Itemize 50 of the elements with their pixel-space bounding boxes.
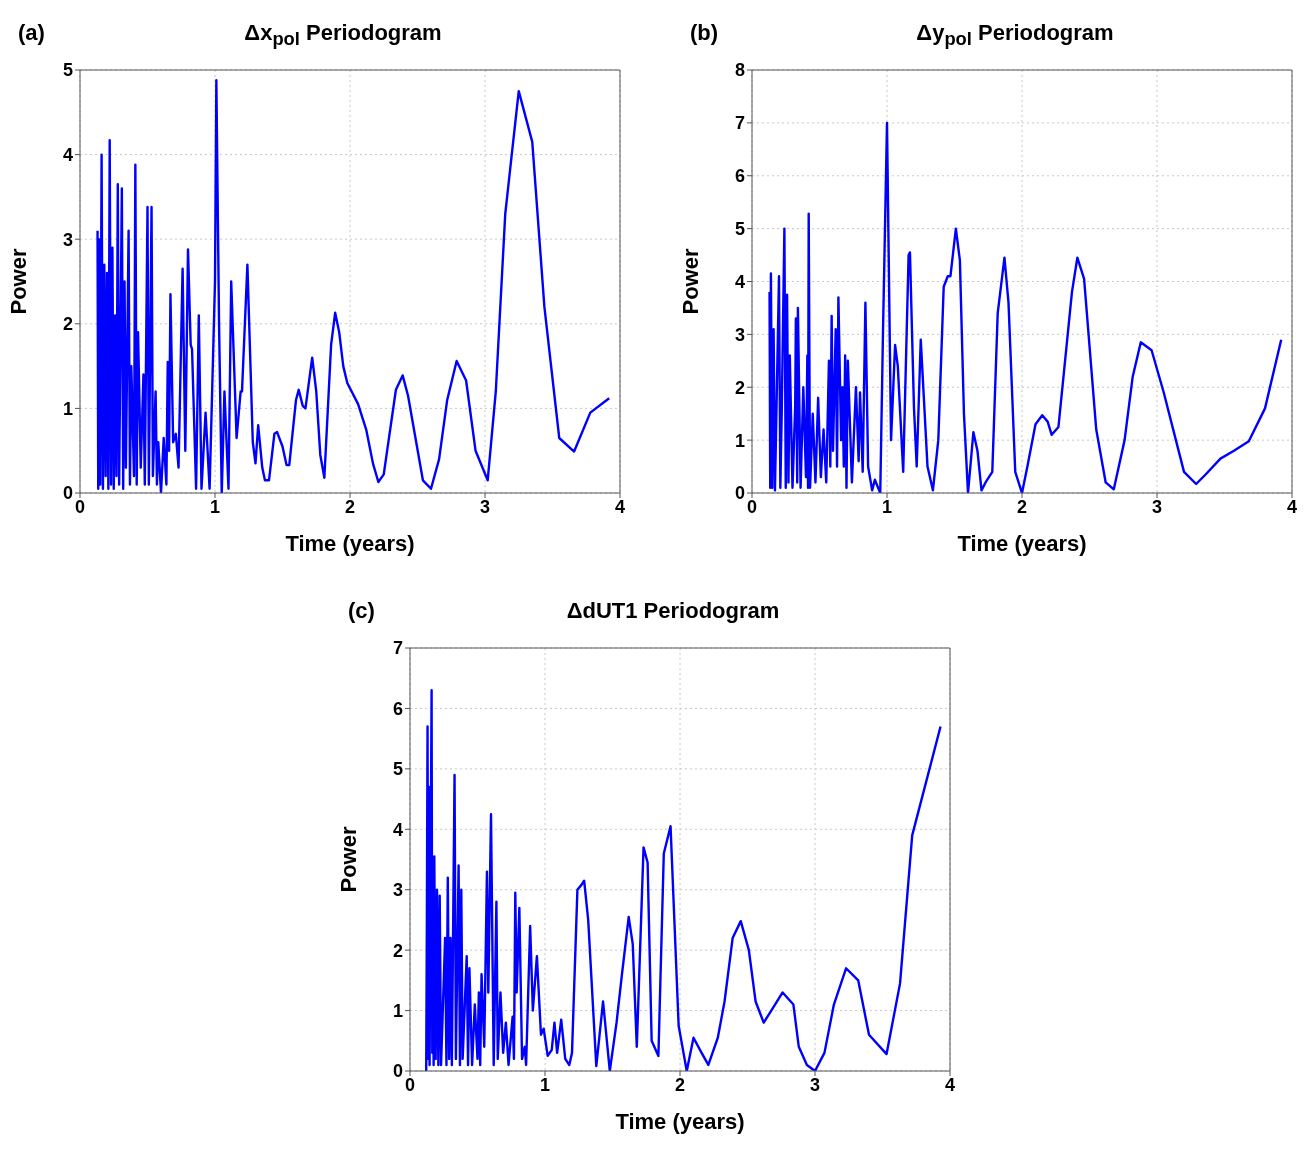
chart-title: ΔdUT1 Periodogram xyxy=(565,598,781,624)
x-tick-label: 4 xyxy=(944,1074,956,1095)
y-axis-title: Power xyxy=(5,248,31,315)
y-tick-label: 2 xyxy=(734,377,745,398)
y-tick-label: 3 xyxy=(734,324,745,345)
x-tick-label: 1 xyxy=(209,496,221,517)
y-tick-label: 7 xyxy=(392,638,403,659)
line-series xyxy=(425,689,942,1071)
x-axis-title: Time (years) xyxy=(957,531,1087,556)
chart-title: Δx$_{pol}$ Periodogram xyxy=(243,20,443,51)
y-tick-label: 4 xyxy=(62,144,73,165)
x-tick-label: 2 xyxy=(674,1074,686,1095)
x-tick-label: 3 xyxy=(479,496,491,517)
y-axis-title: Power xyxy=(677,248,703,315)
x-tick-label: 3 xyxy=(809,1074,821,1095)
x-axis-title: Time (years) xyxy=(615,1109,745,1134)
x-tick-label: 2 xyxy=(344,496,356,517)
y-tick-label: 0 xyxy=(62,483,73,504)
text: (c) xyxy=(348,598,375,624)
y-tick-label: 6 xyxy=(392,698,403,719)
y-tick-label: 3 xyxy=(62,229,73,250)
y-tick-label: 1 xyxy=(392,1000,403,1021)
y-tick-label: 1 xyxy=(734,430,745,451)
y-tick-label: 0 xyxy=(392,1061,403,1082)
y-tick-label: 5 xyxy=(392,759,403,780)
y-tick-label: 5 xyxy=(734,219,745,240)
y-tick-label: 0 xyxy=(734,483,745,504)
x-tick-label: 3 xyxy=(1151,496,1163,517)
x-tick-label: 1 xyxy=(539,1074,551,1095)
y-tick-label: 3 xyxy=(392,880,403,901)
y-axis-title: Power xyxy=(335,826,361,893)
y-tick-label: 4 xyxy=(734,271,745,292)
y-tick-label: 1 xyxy=(62,398,73,419)
y-tick-label: 2 xyxy=(392,940,403,961)
line-series xyxy=(768,121,1283,493)
y-tick-label: 2 xyxy=(62,314,73,335)
chart-title: Δy$_{pol}$ Periodogram xyxy=(915,20,1115,51)
text: (b) xyxy=(690,20,719,46)
x-tick-label: 1 xyxy=(881,496,893,517)
x-tick-label: 4 xyxy=(1286,496,1298,517)
text: (a) xyxy=(18,20,45,46)
y-tick-label: 5 xyxy=(62,60,73,81)
x-axis-title: Time (years) xyxy=(285,531,415,556)
x-tick-label: 4 xyxy=(614,496,626,517)
y-tick-label: 4 xyxy=(392,819,403,840)
y-tick-label: 6 xyxy=(734,166,745,187)
y-tick-label: 7 xyxy=(734,113,745,134)
line-series xyxy=(96,78,611,493)
y-tick-label: 8 xyxy=(734,60,745,81)
x-tick-label: 2 xyxy=(1016,496,1028,517)
